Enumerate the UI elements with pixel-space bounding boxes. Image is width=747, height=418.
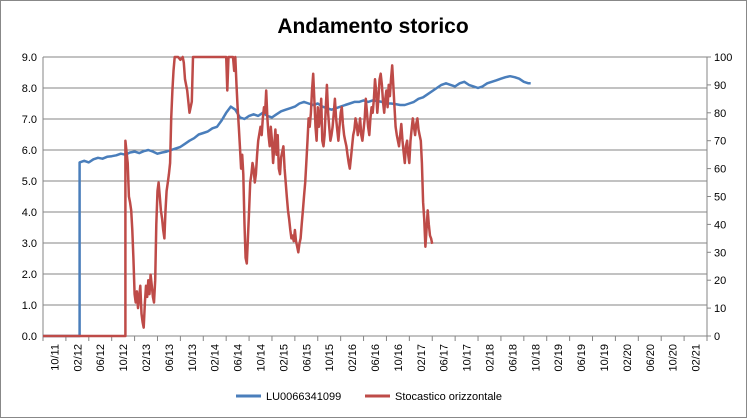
right-tick-label: 70 [714, 136, 726, 148]
left-tick-label: 0.0 [22, 331, 37, 343]
right-tick-label: 40 [714, 219, 726, 231]
left-tick-label: 2.0 [22, 269, 37, 281]
left-tick-label: 4.0 [22, 207, 37, 219]
x-tick-label: 06/13 [164, 344, 176, 372]
right-tick-label: 10 [714, 303, 726, 315]
x-tick-label: 06/14 [233, 344, 245, 372]
x-tick-label: 10/17 [462, 344, 474, 372]
x-tick-label: 02/17 [416, 344, 428, 372]
right-tick-label: 20 [714, 275, 726, 287]
grid [43, 56, 707, 306]
right-tick-label: 90 [714, 80, 726, 92]
series-line-0 [43, 74, 531, 338]
x-axis-ticks: 10/11 02/12 06/12 10/12 02/13 06/13 10/13 02/14… [42, 336, 708, 372]
x-tick-label: 06/12 [95, 344, 107, 372]
x-tick-label: 02/21 [691, 344, 703, 372]
x-tick-label: 10/15 [324, 344, 336, 372]
left-tick-label: 7.0 [22, 114, 37, 126]
x-tick-label: 10/18 [530, 344, 542, 372]
left-tick-label: 3.0 [22, 238, 37, 250]
x-tick-label: 02/14 [210, 344, 222, 372]
x-tick-label: 02/13 [141, 344, 153, 372]
x-tick-label: 02/16 [347, 344, 359, 372]
left-tick-label: 6.0 [22, 145, 37, 157]
x-tick-label: 06/17 [439, 344, 451, 372]
left-tick-label: 5.0 [22, 176, 37, 188]
x-tick-label: 10/13 [187, 344, 199, 372]
x-tick-label: 10/20 [668, 344, 680, 372]
legend-label: LU0066341099 [266, 391, 341, 403]
right-tick-label: 30 [714, 247, 726, 259]
legend-label: Stocastico orizzontale [395, 391, 502, 403]
series-line-1 [43, 55, 434, 338]
x-tick-label: 02/19 [553, 344, 565, 372]
left-tick-label: 9.0 [22, 52, 37, 64]
x-tick-label: 02/20 [622, 344, 634, 372]
x-tick-label: 02/15 [278, 344, 290, 372]
x-tick-label: 06/16 [370, 344, 382, 372]
right-tick-label: 60 [714, 164, 726, 176]
right-tick-label: 100 [714, 52, 732, 64]
x-tick-label: 06/20 [645, 344, 657, 372]
x-tick-label: 10/14 [256, 344, 268, 372]
x-tick-label: 02/12 [72, 344, 84, 372]
left-tick-label: 1.0 [22, 300, 37, 312]
x-tick-label: 06/15 [301, 344, 313, 372]
x-tick-label: 10/19 [599, 344, 611, 372]
x-tick-label: 10/11 [49, 344, 61, 371]
left-axis-ticks: 0.0 1.0 2.0 3.0 4.0 5.0 6.0 7.0 8.0 9.0 [22, 52, 37, 343]
chart-title: Andamento storico [277, 15, 468, 38]
right-tick-label: 50 [714, 192, 726, 204]
x-tick-label: 02/18 [484, 344, 496, 372]
legend: LU0066341099 Stocastico orizzontale [236, 391, 502, 403]
right-axis-ticks: 0 10 20 30 40 50 60 70 80 90 100 [707, 52, 732, 343]
series-group [43, 55, 531, 338]
x-tick-label: 10/12 [118, 344, 130, 372]
x-tick-label: 06/18 [507, 344, 519, 372]
right-tick-label: 80 [714, 108, 726, 120]
x-tick-label: 06/19 [576, 344, 588, 372]
right-tick-label: 0 [714, 331, 720, 343]
left-tick-label: 8.0 [22, 83, 37, 95]
x-tick-label: 10/16 [393, 344, 405, 372]
